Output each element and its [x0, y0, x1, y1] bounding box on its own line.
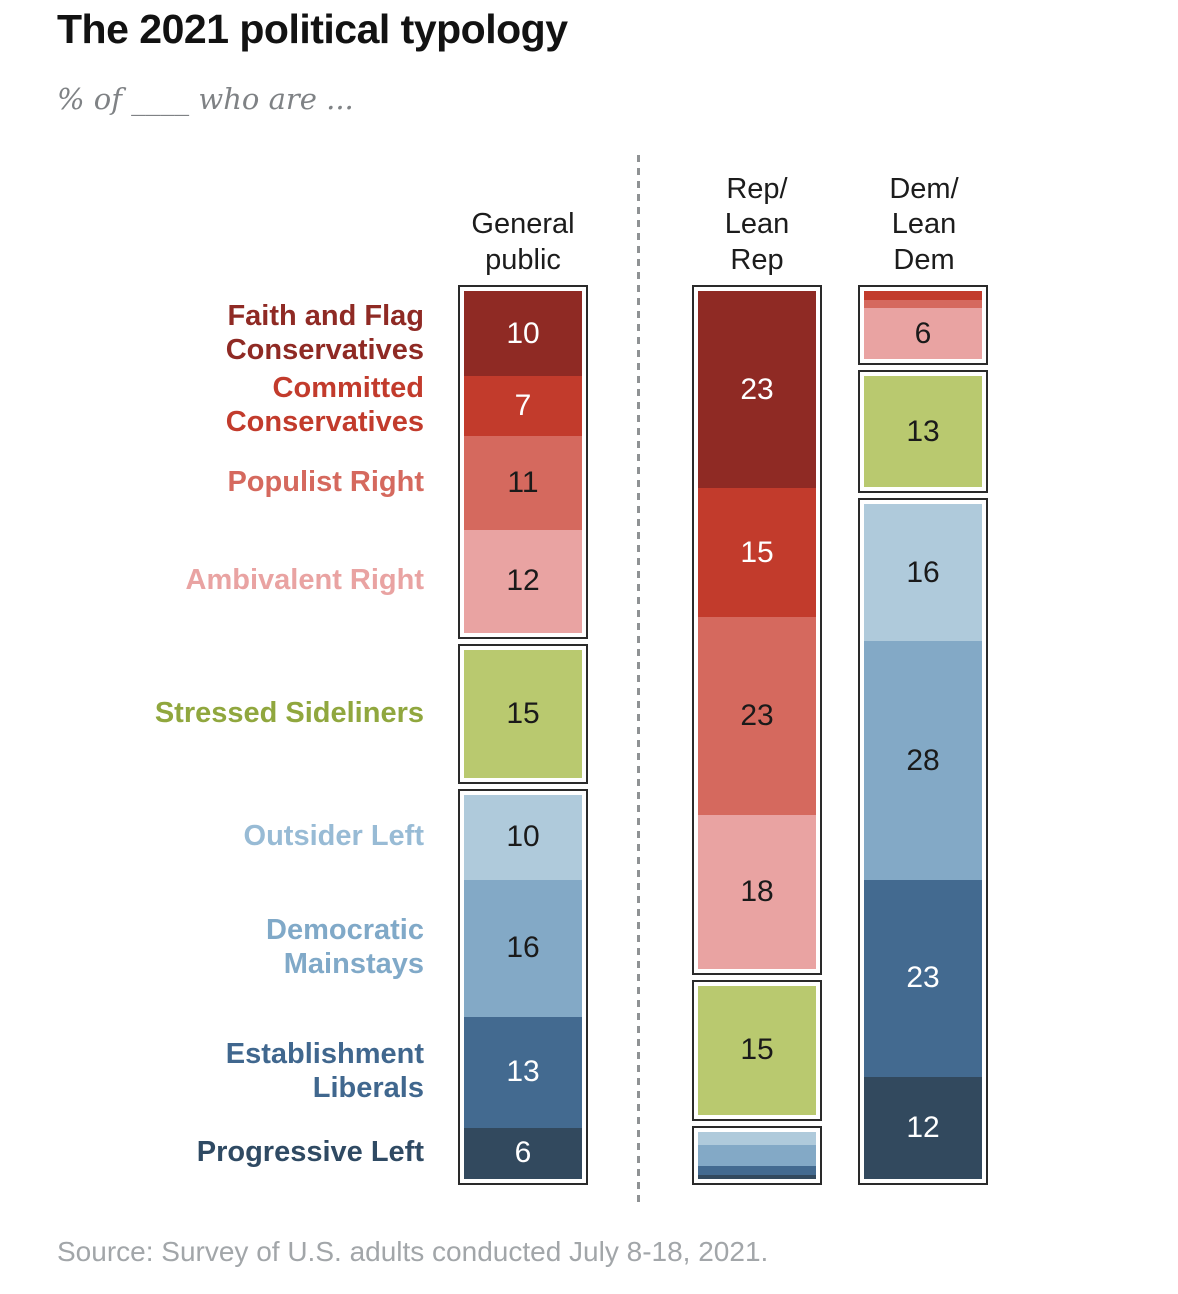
column-header-line: Dem	[893, 243, 955, 276]
segment-populist-right: 23	[698, 617, 816, 815]
row-label-progressive-left: Progressive Left	[21, 1128, 424, 1179]
bar-group	[692, 1125, 822, 1185]
segment-faith-and-flag-conservatives: 23	[698, 291, 816, 489]
column-header-line: General	[471, 208, 575, 241]
row-label-line: Mainstays	[283, 948, 424, 981]
row-label-line: Progressive Left	[196, 1136, 424, 1169]
row-label-line: Conservatives	[225, 406, 424, 439]
row-label-democratic-mainstays: Democratic Mainstays	[21, 880, 424, 1017]
segment-establishment-liberals	[698, 1166, 816, 1175]
segment-ambivalent-right: 12	[464, 530, 582, 633]
source-note: Source: Survey of U.S. adults conducted …	[57, 1236, 769, 1267]
segment-progressive-left: 6	[464, 1127, 582, 1179]
column-header-rep-lean-rep: Rep/Lean Rep	[682, 150, 832, 278]
segment-establishment-liberals: 23	[864, 880, 982, 1077]
segment-progressive-left: 12	[864, 1076, 982, 1179]
segment-ambivalent-right: 6	[864, 308, 982, 360]
bar-group: 15	[458, 643, 588, 784]
segment-populist-right	[864, 299, 982, 309]
row-label-group: Outsider Left Democratic Mainstays Establis…	[15, 789, 430, 1185]
bar-group: 15	[692, 980, 822, 1121]
column-header-line: Dem/	[889, 172, 959, 205]
segment-faith-and-flag-conservatives: 10	[464, 291, 582, 377]
segment-outsider-left: 16	[864, 504, 982, 641]
row-label-line: Outsider Left	[243, 820, 424, 853]
row-label-group: Stressed Sideliners	[15, 644, 430, 784]
column-header-line: Lean	[891, 208, 957, 241]
segment-populist-right: 11	[464, 436, 582, 531]
column-header-general-public: General public	[448, 150, 598, 278]
chart-title: The 2021 political typology	[57, 6, 568, 52]
row-labels: Faith and Flag Conservatives Committed Cons…	[15, 285, 430, 1185]
row-label-line: Populist Right	[227, 466, 424, 499]
row-label-outsider-left: Outsider Left	[21, 795, 424, 880]
segment-democratic-mainstays	[698, 1144, 816, 1167]
bar-group: 23 15 23 18	[692, 285, 822, 976]
segment-stressed-sideliners: 15	[464, 649, 582, 778]
bar-group: 10 7 11 12	[458, 285, 588, 639]
row-label-line: Democratic	[266, 914, 424, 947]
segment-stressed-sideliners: 15	[698, 986, 816, 1115]
column-header-line: Rep	[730, 243, 784, 276]
bar-dem-lean-dem: 6 13 16 28 23 12	[858, 285, 988, 1185]
bar-group: 10 16 13 6	[458, 788, 588, 1185]
segment-stressed-sideliners: 13	[864, 376, 982, 488]
bar-group: 6	[858, 285, 988, 366]
row-label-stressed-sideliners: Stressed Sideliners	[21, 650, 424, 778]
row-label-line: Liberals	[312, 1072, 424, 1105]
segment-democratic-mainstays: 16	[464, 880, 582, 1017]
column-header-line: Lean	[724, 208, 790, 241]
column-header-line: Rep/	[726, 172, 788, 205]
segment-ambivalent-right: 18	[698, 814, 816, 970]
row-label-line: Committed	[272, 372, 424, 405]
row-label-line: Establishment	[225, 1038, 424, 1071]
row-label-ambivalent-right: Ambivalent Right	[21, 530, 424, 632]
bar-general-public: 10 7 11 12 15 10 16 13 6	[458, 285, 588, 1185]
segment-outsider-left: 10	[464, 794, 582, 881]
bar-group: 16 28 23 12	[858, 498, 988, 1185]
row-label-line: Ambivalent Right	[185, 564, 424, 597]
row-label-establishment-liberals: Establishment Liberals	[21, 1017, 424, 1128]
segment-outsider-left	[698, 1131, 816, 1145]
segment-committed-conservatives	[864, 291, 982, 300]
segment-establishment-liberals: 13	[464, 1016, 582, 1128]
column-header-line: public	[485, 243, 561, 276]
segment-democratic-mainstays: 28	[864, 640, 982, 881]
row-label-group: Faith and Flag Conservatives Committed Cons…	[15, 285, 430, 639]
chart-subtitle: % of ____ who are ...	[57, 82, 354, 116]
segment-progressive-left	[698, 1174, 816, 1179]
bar-rep-lean-rep: 23 15 23 18 15	[692, 285, 822, 1185]
row-label-line: Faith and Flag	[227, 299, 424, 332]
row-label-committed-conservatives: Committed Conservatives	[21, 372, 424, 438]
row-label-line: Stressed Sideliners	[154, 696, 424, 729]
segment-committed-conservatives: 7	[464, 376, 582, 437]
typology-chart: General public Rep/Lean Rep Dem/Lean Dem Fa…	[0, 150, 1178, 1212]
segment-committed-conservatives: 15	[698, 488, 816, 618]
row-label-faith-and-flag-conservatives: Faith and Flag Conservatives	[21, 291, 424, 376]
row-label-populist-right: Populist Right	[21, 436, 424, 530]
bar-group: 13	[858, 370, 988, 494]
column-header-dem-lean-dem: Dem/Lean Dem	[848, 150, 1000, 278]
dotted-divider	[637, 155, 640, 1205]
row-label-line: Conservatives	[225, 333, 424, 366]
